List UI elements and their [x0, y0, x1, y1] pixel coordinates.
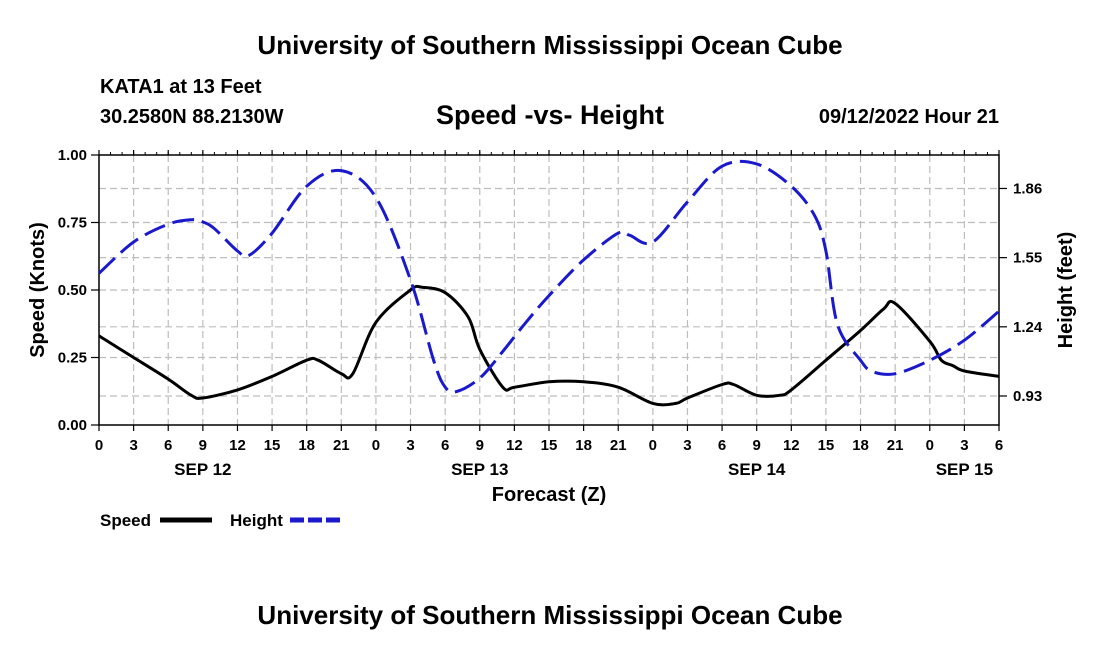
x-tick-label: 6 — [441, 437, 449, 454]
y2-tick-label: 1.24 — [1013, 319, 1043, 336]
y2-tick-label: 1.55 — [1013, 250, 1042, 267]
x-tick-label: 0 — [95, 437, 103, 454]
y-axis-label-left: Speed (Knots) — [27, 222, 49, 358]
x-tick-label: 3 — [960, 437, 968, 454]
x-tick-label: 3 — [683, 437, 691, 454]
x-tick-label: 12 — [229, 437, 246, 454]
y-tick-label: 0.00 — [58, 417, 87, 434]
footer-title: University of Southern Mississippi Ocean… — [257, 600, 843, 630]
x-tick-label: 3 — [406, 437, 414, 454]
y-axis-label-right: Height (feet) — [1055, 232, 1077, 349]
coordinates-label: 30.2580N 88.2130W — [100, 106, 284, 128]
y-tick-label: 0.50 — [58, 282, 87, 299]
station-label: KATA1 at 13 Feet — [100, 76, 262, 98]
tick-labels: 0 3 6 9 12 15 18 21 0 3 6 9 12 15 18 21 0 3 6 9 12 15 18 21 0 3 6S… — [58, 147, 1043, 479]
legend: Speed Height — [100, 511, 342, 530]
x-tick-label: 18 — [298, 437, 315, 454]
speed-height-chart: 0 3 6 9 12 15 18 21 0 3 6 9 12 15 18 21 0 3 6 9 12 15 18 21 0 3 6S… — [27, 147, 1077, 530]
x-tick-label: 18 — [575, 437, 592, 454]
x-tick-label: 0 — [926, 437, 934, 454]
x-tick-label: 18 — [852, 437, 869, 454]
chart-title: Speed -vs- Height — [435, 100, 665, 130]
x-tick-label: 0 — [372, 437, 380, 454]
forecast-datetime: 09/12/2022 Hour 21 — [818, 106, 999, 128]
legend-speed-label: Speed — [100, 511, 151, 530]
x-tick-label: 9 — [753, 437, 761, 454]
series-line-height — [97, 159, 1000, 394]
x-tick-label: 0 — [649, 437, 657, 454]
x-tick-label: 15 — [541, 437, 558, 454]
grid — [99, 155, 999, 425]
x-tick-label: 6 — [164, 437, 172, 454]
x-day-label: SEP 13 — [451, 460, 508, 479]
series-line-speed — [98, 284, 1000, 407]
y-tick-label: 0.25 — [58, 350, 87, 367]
x-tick-label: 9 — [476, 437, 484, 454]
x-day-label: SEP 12 — [174, 460, 231, 479]
x-tick-label: 12 — [506, 437, 523, 454]
x-tick-label: 15 — [818, 437, 835, 454]
legend-height-label: Height — [230, 511, 283, 530]
x-tick-label: 21 — [887, 437, 904, 454]
y2-tick-label: 0.93 — [1013, 388, 1042, 405]
x-tick-label: 21 — [333, 437, 350, 454]
x-tick-label: 12 — [783, 437, 800, 454]
x-tick-label: 9 — [199, 437, 207, 454]
x-tick-label: 6 — [995, 437, 1003, 454]
x-day-label: SEP 14 — [728, 460, 786, 479]
tick-marks — [91, 150, 1007, 431]
y2-tick-label: 1.86 — [1013, 180, 1042, 197]
x-tick-label: 21 — [610, 437, 627, 454]
x-axis-label: Forecast (Z) — [492, 484, 606, 506]
y-tick-label: 0.75 — [58, 215, 87, 232]
x-tick-label: 3 — [129, 437, 137, 454]
x-tick-label: 15 — [264, 437, 281, 454]
main-title: University of Southern Mississippi Ocean… — [257, 30, 843, 60]
series-lines — [97, 159, 1000, 407]
x-day-label: SEP 15 — [936, 460, 993, 479]
y-tick-label: 1.00 — [58, 147, 87, 164]
x-tick-label: 6 — [718, 437, 726, 454]
